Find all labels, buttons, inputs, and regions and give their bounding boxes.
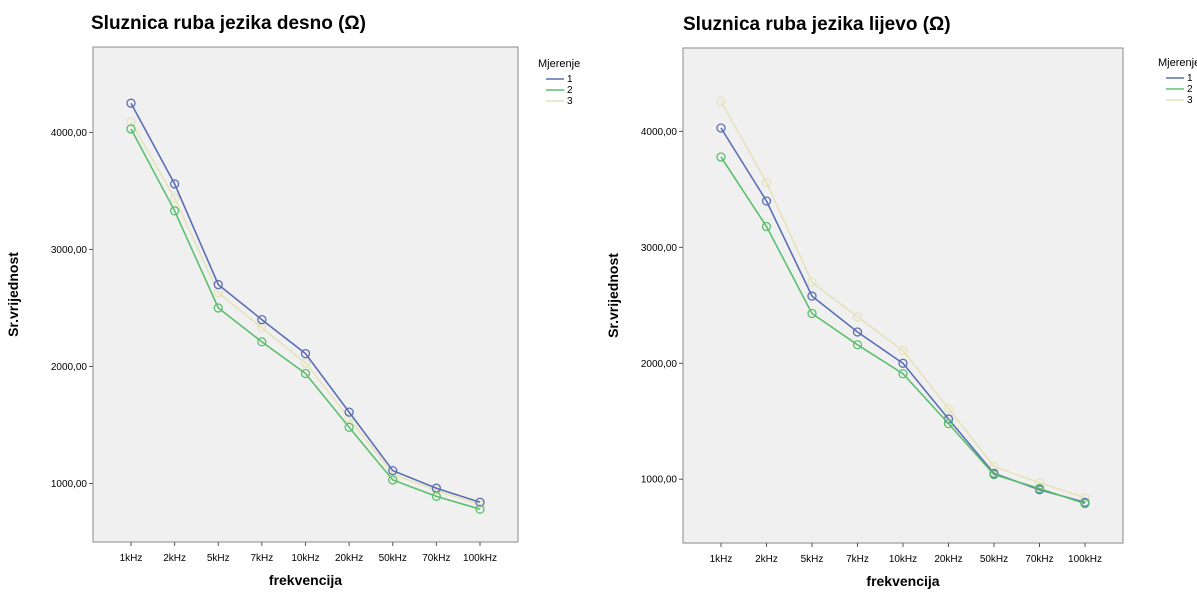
data-point-series-1 [169, 179, 180, 189]
legend-label-3: 3 [1187, 95, 1193, 106]
data-point-series-2 [1080, 498, 1090, 509]
data-point-series-3 [716, 96, 726, 106]
data-point-series-3 [943, 403, 954, 414]
data-point-series-1 [257, 315, 267, 325]
legend-label-2: 2 [1187, 84, 1193, 95]
data-point-series-1 [898, 358, 908, 368]
legend-label-2: 2 [567, 85, 573, 96]
data-point-series-2 [807, 308, 817, 319]
data-point-series-1 [388, 465, 398, 476]
x-tick-label: 7kHz [846, 554, 869, 565]
data-point-series-3 [1034, 478, 1045, 488]
data-point-series-1 [475, 497, 485, 507]
data-point-series-1 [807, 291, 817, 301]
legend-label-1: 1 [567, 74, 573, 85]
y-axis-title: Sr.vrijednost [605, 253, 621, 338]
x-tick-label: 2kHz [755, 554, 778, 565]
x-tick-label: 100kHz [463, 553, 497, 564]
x-tick-label: 70kHz [1025, 554, 1053, 565]
data-point-series-2 [943, 418, 954, 429]
plot-area [682, 47, 1124, 544]
series-line-2 [130, 128, 481, 510]
chart-1: Sluznica ruba jezika desno (Ω) 1000,00 200… [5, 13, 580, 588]
series-line-3 [130, 121, 481, 506]
x-tick-label: 1kHz [710, 554, 733, 565]
x-tick-label: 100kHz [1068, 554, 1102, 565]
plot-area [92, 46, 519, 543]
data-point-series-2 [388, 475, 398, 485]
x-axis-title: frekvencija [269, 572, 342, 588]
x-tick-label: 5kHz [207, 553, 230, 564]
data-point-series-2 [344, 422, 354, 432]
data-point-series-2 [169, 206, 180, 216]
x-tick-label: 10kHz [291, 553, 319, 564]
chart-2: Sluznica ruba jezika lijevo (Ω) 1000,00 20… [605, 14, 1197, 589]
legend-label-3: 3 [567, 96, 573, 107]
data-point-series-3 [807, 277, 817, 287]
data-point-series-2 [716, 152, 726, 162]
data-point-series-1 [344, 407, 354, 417]
data-point-series-3 [126, 117, 136, 127]
data-point-series-3 [898, 345, 908, 356]
data-point-series-3 [300, 358, 311, 368]
data-point-series-2 [761, 221, 772, 232]
data-point-series-2 [852, 340, 863, 350]
data-point-series-3 [852, 312, 863, 322]
y-tick-label: 2000,00 [51, 362, 88, 373]
data-point-series-2 [257, 337, 267, 347]
y-tick-label: 4000,00 [51, 128, 88, 139]
y-tick-label: 3000,00 [51, 245, 88, 256]
series-line-2 [720, 156, 1086, 505]
legend-title: Mjerenje [538, 58, 580, 70]
x-tick-label: 7kHz [250, 553, 273, 564]
data-point-series-1 [852, 327, 863, 337]
y-tick-label: 1000,00 [51, 479, 88, 490]
x-tick-label: 50kHz [379, 553, 407, 564]
y-tick-label: 4000,00 [641, 127, 678, 138]
x-tick-label: 20kHz [335, 553, 363, 564]
x-axis-title: frekvencija [866, 573, 939, 589]
data-point-series-1 [213, 279, 223, 290]
data-point-series-1 [300, 348, 311, 359]
data-point-series-1 [761, 196, 772, 206]
x-tick-label: 20kHz [934, 554, 962, 565]
legend: Mjerenje 123 [1158, 57, 1197, 106]
data-point-series-2 [431, 491, 442, 502]
data-point-series-2 [898, 369, 908, 379]
chart-title: Sluznica ruba jezika lijevo (Ω) [683, 14, 951, 35]
data-point-series-1 [716, 123, 726, 133]
x-tick-label: 70kHz [422, 553, 450, 564]
y-tick-label: 1000,00 [641, 475, 678, 486]
data-point-series-1 [126, 98, 136, 108]
data-point-series-3 [761, 177, 772, 188]
x-tick-label: 2kHz [163, 553, 186, 564]
legend-title: Mjerenje [1158, 57, 1197, 69]
y-tick-label: 3000,00 [641, 243, 678, 254]
series-line-1 [130, 102, 481, 503]
y-axis-title: Sr.vrijednost [5, 252, 21, 337]
y-tick-label: 2000,00 [641, 359, 678, 370]
data-point-series-2 [1034, 483, 1045, 494]
legend: Mjerenje 123 [538, 58, 580, 107]
x-tick-label: 1kHz [120, 553, 143, 564]
data-point-series-3 [169, 193, 180, 203]
chart-title: Sluznica ruba jezika desno (Ω) [91, 13, 366, 34]
x-tick-label: 50kHz [980, 554, 1008, 565]
data-point-series-2 [300, 368, 311, 379]
x-tick-label: 10kHz [889, 554, 917, 565]
data-point-series-2 [989, 469, 999, 480]
series-line-3 [720, 100, 1086, 499]
data-point-series-2 [126, 124, 136, 134]
data-point-series-2 [475, 504, 485, 514]
legend-label-1: 1 [1187, 73, 1193, 84]
x-tick-label: 5kHz [801, 554, 824, 565]
data-point-series-2 [213, 303, 223, 313]
